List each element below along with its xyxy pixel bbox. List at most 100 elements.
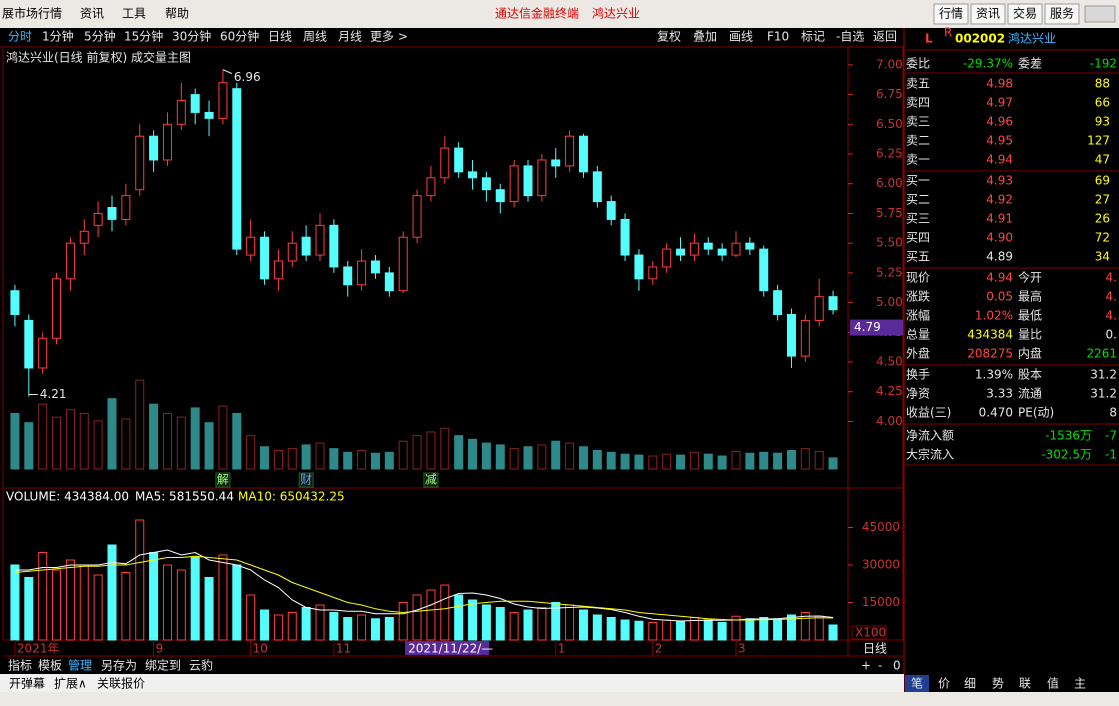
quote-tab[interactable]: 笔 xyxy=(911,676,923,691)
menu-button[interactable] xyxy=(1007,3,1043,25)
candle-body xyxy=(814,296,824,321)
candle-body xyxy=(537,159,547,197)
candle-body xyxy=(162,123,172,161)
quote-tab[interactable]: 联 xyxy=(1019,677,1031,691)
volume-overlay-bar xyxy=(204,422,214,470)
menu-button[interactable] xyxy=(1044,3,1080,25)
indicator-tab[interactable]: 指标 xyxy=(8,658,32,673)
indicator-tab[interactable]: 管理 xyxy=(68,658,92,673)
status-button[interactable]: 关联报价 xyxy=(97,676,145,691)
tool-button[interactable]: 返回 xyxy=(873,30,897,44)
status-button[interactable]: 扩展∧ xyxy=(54,677,87,691)
cursor-price-tag xyxy=(850,319,903,336)
volume-bar xyxy=(135,519,145,641)
quote-tab[interactable]: 价 xyxy=(938,677,950,691)
volume-overlay-bar xyxy=(190,407,200,470)
quote-cell: -1 xyxy=(1105,448,1117,462)
indicator-tab[interactable]: 云豹 xyxy=(189,658,213,673)
period-tab[interactable]: 月线 xyxy=(338,30,362,44)
volume-overlay-bar xyxy=(357,449,367,470)
zoom-button[interactable]: 0 xyxy=(893,659,901,673)
legend-entry: VOLUME: 434384.00 xyxy=(6,490,129,504)
volume-overlay-bar xyxy=(287,448,297,470)
tool-button[interactable]: 叠加 xyxy=(693,30,717,44)
volume-bar xyxy=(773,618,783,641)
volume-bar xyxy=(301,607,311,641)
period-tab[interactable]: 日线 xyxy=(268,30,292,44)
date-cursor-box xyxy=(405,641,490,655)
menu-button[interactable] xyxy=(970,3,1006,25)
event-marker[interactable] xyxy=(423,472,439,488)
tool-button[interactable]: -自选 xyxy=(836,30,864,44)
menu-item[interactable]: 帮助 xyxy=(165,7,189,21)
candle-body xyxy=(412,195,422,238)
zoom-button[interactable]: + xyxy=(861,659,871,673)
quote-tab[interactable]: 势 xyxy=(992,677,1004,691)
quote-cell: -1536万 xyxy=(1045,429,1092,443)
quote-cell: 卖一 xyxy=(906,153,930,167)
volume-bar xyxy=(190,557,200,641)
volume-bar xyxy=(149,552,159,641)
period-tab[interactable]: 5分钟 xyxy=(84,29,116,44)
event-marker[interactable] xyxy=(298,472,314,488)
candle-body xyxy=(343,266,353,286)
cursor-price-label: 4.79 xyxy=(854,320,881,334)
period-tab[interactable]: 1分钟 xyxy=(42,29,74,44)
tool-button[interactable]: F10 xyxy=(767,30,789,44)
stock-name: 鸿达兴业 xyxy=(1008,32,1056,46)
quote-cell: 总量 xyxy=(906,328,930,342)
candle-body xyxy=(523,165,533,197)
volume-overlay-bar xyxy=(260,446,270,470)
quote-cell: 4. xyxy=(1106,309,1117,323)
menu-item[interactable]: 展市场行情 xyxy=(2,6,62,21)
volume-bar xyxy=(38,552,48,641)
candle-body xyxy=(65,242,75,280)
indicator-tab[interactable]: 模板 xyxy=(38,659,62,673)
moving-average-line xyxy=(14,549,834,622)
zoom-button[interactable]: - xyxy=(878,659,882,673)
volume-overlay-bar xyxy=(731,450,741,470)
tool-button[interactable]: 标记 xyxy=(801,30,825,44)
menu-item[interactable]: 工具 xyxy=(122,7,146,21)
indicator-tab[interactable]: 另存为 xyxy=(101,659,137,673)
quote-cell: 1.02% xyxy=(975,309,1013,323)
indicator-tab[interactable]: 绑定到 xyxy=(145,658,181,673)
candle-body xyxy=(800,319,810,357)
period-tab[interactable]: 30分钟 xyxy=(172,29,211,44)
candle-body xyxy=(620,218,630,256)
menu-button-label: 资讯 xyxy=(976,7,1000,21)
menu-button[interactable] xyxy=(933,3,969,25)
period-tab[interactable]: 60分钟 xyxy=(220,29,259,44)
event-marker[interactable] xyxy=(215,472,231,488)
period-tab[interactable]: 15分钟 xyxy=(124,29,163,44)
candle-body xyxy=(606,201,616,220)
period-tab[interactable]: 分时 xyxy=(8,30,32,44)
quote-tab[interactable]: 细 xyxy=(964,677,976,691)
volume-bar xyxy=(814,615,824,641)
candle-body xyxy=(509,165,519,203)
moving-average-line xyxy=(14,555,834,621)
tool-button[interactable]: 复权 xyxy=(657,30,681,44)
candle-body xyxy=(218,82,228,119)
volume-bar xyxy=(565,604,575,641)
volume-overlay-bar xyxy=(676,454,686,470)
volume-overlay-bar xyxy=(592,449,602,470)
quote-tab[interactable]: 值 xyxy=(1047,676,1059,691)
tool-button[interactable]: 画线 xyxy=(729,30,753,44)
quote-cell: 93 xyxy=(1095,115,1110,129)
menu-item[interactable]: 资讯 xyxy=(80,7,104,21)
candle-body xyxy=(689,242,699,256)
quote-cell: 0.05 xyxy=(986,290,1013,304)
period-tab[interactable]: 周线 xyxy=(303,30,327,44)
y-tick-label: 6.00 xyxy=(876,176,903,190)
x-tick-label: 3 xyxy=(738,642,746,656)
period-tab[interactable]: 更多 > xyxy=(370,30,408,44)
candle-body xyxy=(315,224,325,256)
volume-bar xyxy=(786,614,796,641)
volume-overlay-bar xyxy=(176,416,186,470)
quote-cell: 4.96 xyxy=(986,115,1013,129)
quote-tab[interactable]: 主 xyxy=(1074,677,1086,691)
volume-overlay-bar xyxy=(384,451,394,470)
status-button[interactable]: 开弹幕 xyxy=(9,677,45,691)
